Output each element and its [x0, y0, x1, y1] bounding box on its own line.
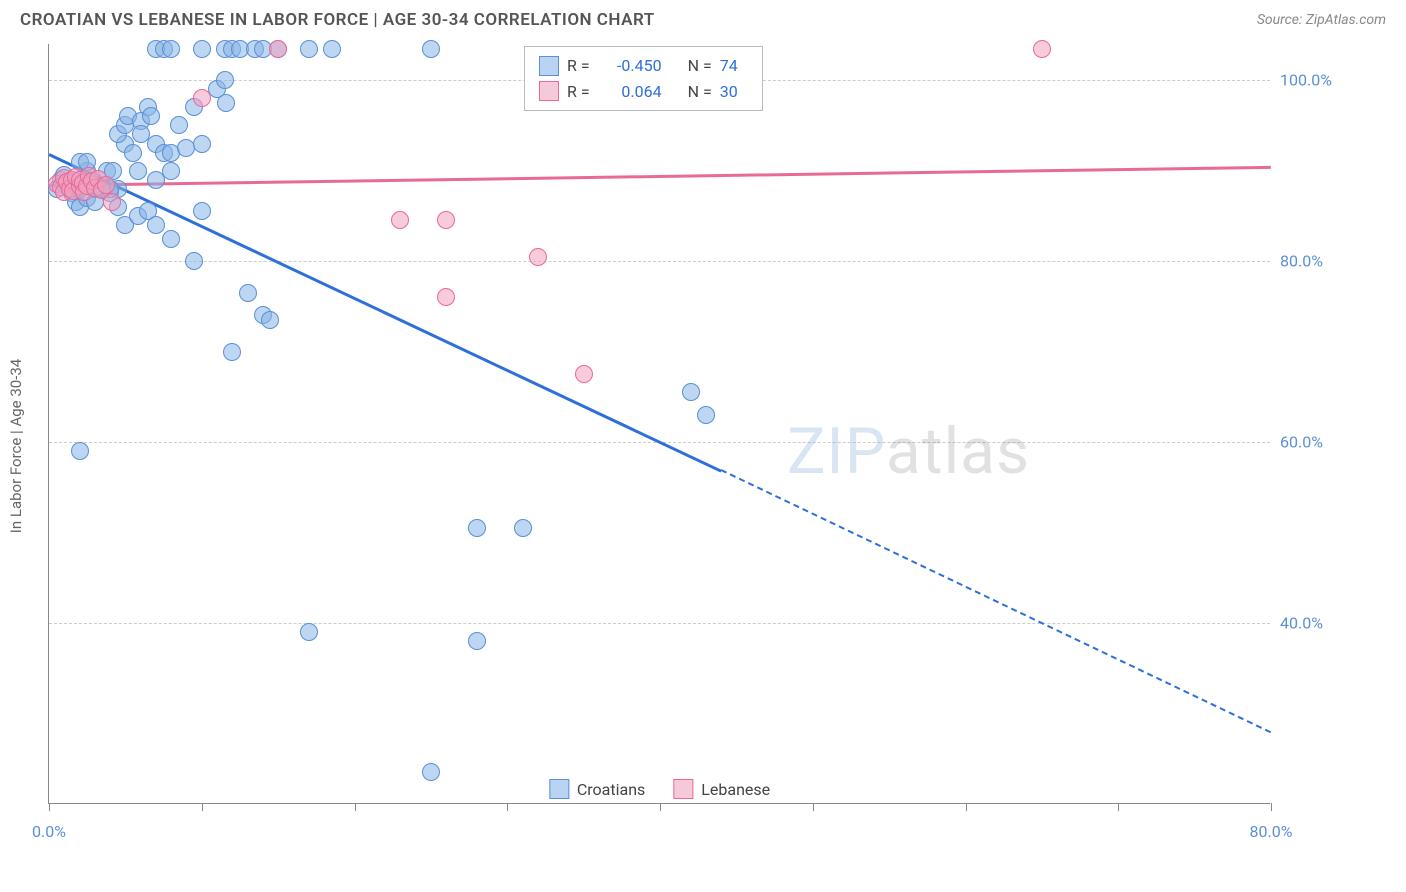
chart-title: CROATIAN VS LEBANESE IN LABOR FORCE | AG… — [20, 10, 655, 30]
data-point — [193, 89, 211, 107]
gridline-h — [49, 261, 1270, 262]
data-point — [269, 40, 287, 58]
x-tick — [660, 803, 661, 811]
series-name-croatians: Croatians — [577, 780, 645, 799]
data-point — [239, 284, 257, 302]
n-value-croatians: 74 — [720, 53, 748, 79]
x-tick — [1118, 803, 1119, 811]
data-point — [300, 40, 318, 58]
data-point — [71, 442, 89, 460]
x-tick — [507, 803, 508, 811]
data-point — [216, 71, 234, 89]
x-tick — [355, 803, 356, 811]
legend-row-croatians: R = -0.450 N = 74 — [539, 53, 748, 79]
data-point — [323, 40, 341, 58]
legend-row-lebanese: R = 0.064 N = 30 — [539, 79, 748, 105]
data-point — [129, 162, 147, 180]
series-legend: Croatians Lebanese — [549, 779, 770, 799]
legend-item-lebanese: Lebanese — [673, 779, 770, 799]
watermark: ZIPatlas — [787, 414, 1030, 489]
y-tick-label: 80.0% — [1280, 252, 1356, 271]
data-point — [193, 135, 211, 153]
x-tick — [1271, 803, 1272, 811]
data-point — [97, 176, 115, 194]
swatch-lebanese — [673, 779, 693, 799]
n-label: N = — [688, 53, 712, 79]
data-point — [223, 343, 241, 361]
n-value-lebanese: 30 — [720, 79, 748, 105]
x-tick — [49, 803, 50, 811]
x-tick — [813, 803, 814, 811]
series-name-lebanese: Lebanese — [701, 780, 770, 799]
data-point — [193, 202, 211, 220]
data-point — [147, 216, 165, 234]
y-axis-label: In Labor Force | Age 30-34 — [7, 359, 25, 533]
data-point — [514, 519, 532, 537]
x-tick-label: 80.0% — [1250, 822, 1293, 843]
r-value-lebanese: 0.064 — [598, 79, 662, 105]
data-point — [103, 193, 121, 211]
data-point — [682, 383, 700, 401]
swatch-lebanese — [539, 81, 559, 101]
data-point — [575, 365, 593, 383]
scatter-chart: R = -0.450 N = 74 R = 0.064 N = 30 ZIPat… — [48, 44, 1270, 804]
r-label: R = — [567, 79, 590, 105]
x-tick — [966, 803, 967, 811]
data-point — [170, 116, 188, 134]
data-point — [437, 288, 455, 306]
data-point — [142, 107, 160, 125]
data-point — [437, 211, 455, 229]
data-point — [468, 519, 486, 537]
data-point — [422, 40, 440, 58]
data-point — [1033, 40, 1051, 58]
data-point — [422, 763, 440, 781]
trend-line — [49, 166, 1271, 187]
swatch-croatians — [549, 779, 569, 799]
n-label: N = — [688, 79, 712, 105]
data-point — [193, 40, 211, 58]
gridline-h — [49, 623, 1270, 624]
y-tick-label: 60.0% — [1280, 433, 1356, 452]
correlation-legend: R = -0.450 N = 74 R = 0.064 N = 30 — [524, 46, 763, 111]
y-tick-label: 40.0% — [1280, 614, 1356, 633]
data-point — [300, 623, 318, 641]
y-tick-label: 100.0% — [1280, 71, 1356, 90]
data-point — [468, 632, 486, 650]
x-tick-label: 0.0% — [32, 822, 66, 843]
data-point — [162, 230, 180, 248]
r-label: R = — [567, 53, 590, 79]
swatch-croatians — [539, 56, 559, 76]
r-value-croatians: -0.450 — [598, 53, 662, 79]
x-tick — [202, 803, 203, 811]
data-point — [261, 311, 279, 329]
data-point — [529, 248, 547, 266]
data-point — [162, 40, 180, 58]
data-point — [124, 144, 142, 162]
legend-item-croatians: Croatians — [549, 779, 645, 799]
source-attribution: Source: ZipAtlas.com — [1257, 12, 1386, 28]
data-point — [185, 252, 203, 270]
data-point — [147, 171, 165, 189]
trend-line — [721, 469, 1272, 733]
trend-line — [48, 153, 721, 472]
data-point — [217, 94, 235, 112]
data-point — [162, 162, 180, 180]
data-point — [697, 406, 715, 424]
data-point — [391, 211, 409, 229]
